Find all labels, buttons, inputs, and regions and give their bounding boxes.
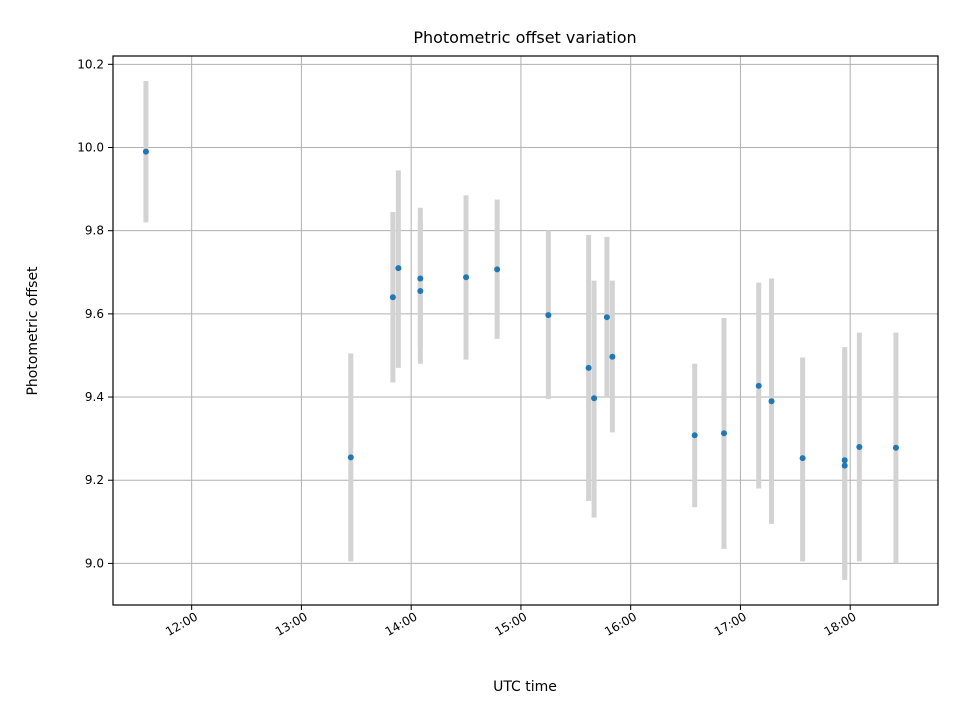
data-point: [545, 312, 552, 319]
data-point: [142, 148, 149, 155]
data-point: [841, 462, 848, 469]
data-point: [591, 395, 598, 402]
data-point: [585, 364, 592, 371]
data-points: [142, 148, 899, 469]
data-point: [799, 455, 806, 462]
data-point: [691, 432, 698, 439]
y-tick-label: 9.0: [85, 556, 104, 570]
y-tick-label: 10.0: [77, 141, 104, 155]
y-tick-label: 9.6: [85, 307, 104, 321]
y-tick-label: 9.8: [85, 224, 104, 238]
data-point: [494, 266, 501, 273]
chart-title: Photometric offset variation: [413, 28, 636, 47]
y-tick-label: 10.2: [77, 57, 104, 71]
y-tick-label: 9.4: [85, 390, 104, 404]
data-point: [417, 275, 424, 282]
data-point: [389, 294, 396, 301]
plot-frame: [112, 55, 939, 606]
data-point: [755, 382, 762, 389]
data-point: [417, 287, 424, 294]
data-point: [841, 457, 848, 464]
y-axis-label: Photometric offset: [25, 266, 41, 396]
data-point: [768, 398, 775, 405]
data-point: [892, 444, 899, 451]
data-point: [856, 443, 863, 450]
y-axis-ticks: 9.0 9.2 9.4 9.6 9.8 10.0 10.2: [77, 57, 113, 570]
data-point: [603, 314, 610, 321]
data-point: [720, 430, 727, 437]
data-point: [609, 353, 616, 360]
data-point: [347, 454, 354, 461]
data-point: [395, 265, 402, 272]
data-point: [463, 274, 470, 281]
x-axis-label: UTC time: [493, 679, 557, 695]
y-tick-label: 9.2: [85, 473, 104, 487]
